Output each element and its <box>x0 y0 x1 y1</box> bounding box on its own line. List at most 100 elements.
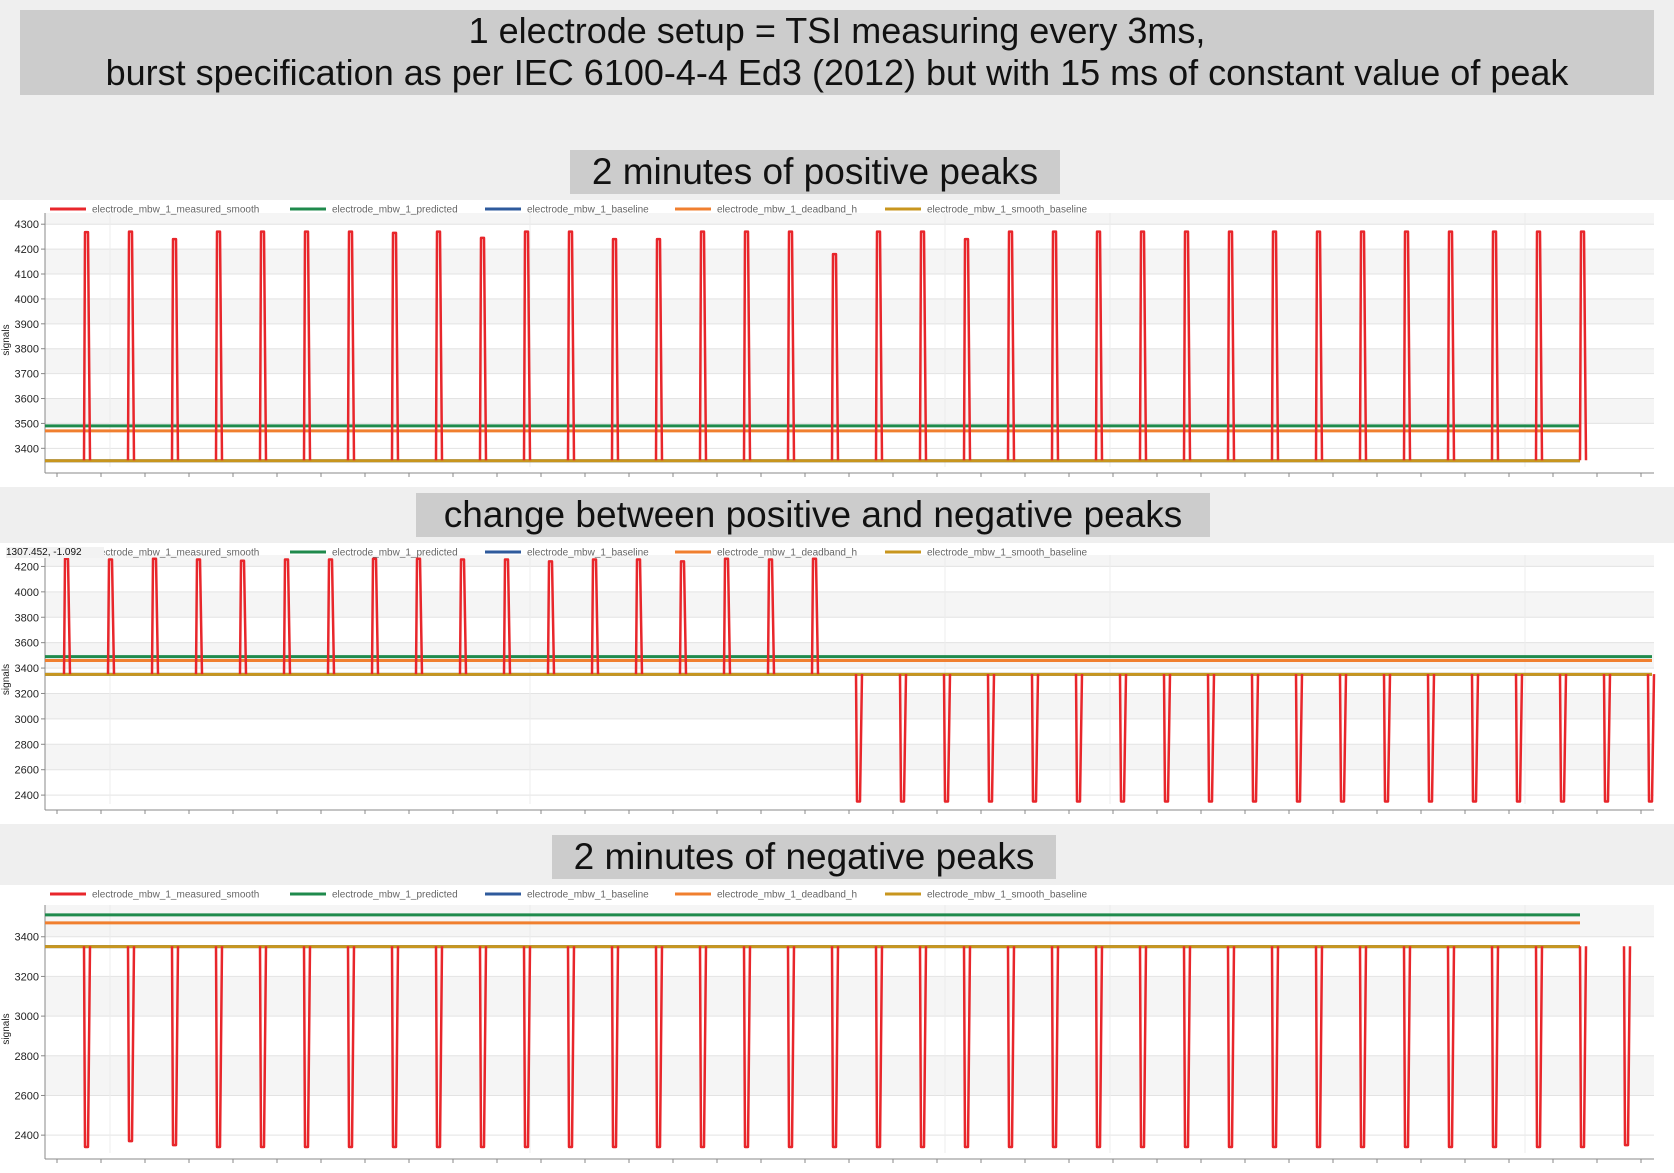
data-peak <box>1514 674 1524 803</box>
data-peak <box>918 230 928 461</box>
data-peak <box>370 557 380 675</box>
plot-band <box>45 398 1654 424</box>
y-tick-label: 3200 <box>15 688 39 700</box>
plot-band <box>45 976 1654 1017</box>
data-peak <box>654 237 664 461</box>
panel-title-negative: 2 minutes of negative peaks <box>552 835 1056 879</box>
main-title-line-1: 1 electrode setup = TSI measuring every … <box>468 10 1206 51</box>
data-peak <box>1490 230 1500 461</box>
y-tick-label: 3800 <box>15 612 39 624</box>
data-peak <box>918 946 928 1149</box>
data-peak <box>786 946 796 1149</box>
y-tick-label: 4300 <box>15 219 39 231</box>
plot-band <box>45 298 1654 324</box>
data-peak <box>678 560 688 675</box>
data-peak <box>126 230 136 461</box>
peaks-series <box>82 230 1588 461</box>
data-peak <box>522 946 532 1149</box>
data-peak <box>742 230 752 461</box>
y-tick-label: 3500 <box>15 418 39 430</box>
y-tick-label: 2400 <box>15 1130 39 1142</box>
legend-label-measured_smooth: electrode_mbw_1_measured_smooth <box>92 205 259 216</box>
data-peak <box>1446 230 1456 461</box>
data-peak <box>1578 946 1588 1149</box>
y-tick-label: 3600 <box>15 394 39 406</box>
data-peak <box>742 946 752 1149</box>
data-peak <box>722 557 732 675</box>
plot-band <box>45 348 1654 374</box>
data-peak <box>1358 230 1368 461</box>
data-peak <box>346 946 356 1149</box>
data-peak <box>610 237 620 461</box>
chart-positive-peaks[interactable]: 3400 3500 3600 3700 3800 3900 4000 4100 4200 4300… <box>0 200 1674 487</box>
data-peak <box>390 946 400 1149</box>
data-peak <box>170 946 180 1147</box>
data-peak <box>62 557 72 675</box>
data-peak <box>258 230 268 461</box>
data-peak <box>1602 674 1612 803</box>
y-axis-label: signals <box>1 664 12 695</box>
data-peak <box>214 946 224 1149</box>
data-peak <box>654 946 664 1149</box>
data-peak <box>1426 674 1436 803</box>
data-peak <box>326 558 336 675</box>
data-peak <box>414 557 424 675</box>
legend-label-smooth_baseline: electrode_mbw_1_smooth_baseline <box>927 205 1088 216</box>
y-tick-label: 3000 <box>15 714 39 726</box>
peaks-series <box>62 557 1656 803</box>
data-peak <box>634 558 644 675</box>
data-peak <box>590 558 600 675</box>
legend-label-deadband_h: electrode_mbw_1_deadband_h <box>717 890 857 901</box>
plot-bands <box>45 555 1654 770</box>
legend-label-predicted: electrode_mbw_1_predicted <box>332 890 458 901</box>
data-peak <box>258 946 268 1149</box>
data-peak <box>1250 674 1260 803</box>
legend-label-smooth_baseline: electrode_mbw_1_smooth_baseline <box>927 548 1088 559</box>
y-tick-label: 4000 <box>15 587 39 599</box>
data-peak <box>302 230 312 461</box>
chart-svg-change[interactable]: 2400 2600 2800 3000 3200 3400 3600 3800 4000 4200… <box>0 543 1674 824</box>
chart-svg-positive[interactable]: 3400 3500 3600 3700 3800 3900 4000 4100 4200 4300… <box>0 200 1674 487</box>
data-peak <box>1138 230 1148 461</box>
data-peak <box>830 252 840 461</box>
data-peak <box>698 230 708 461</box>
data-peak <box>810 557 820 675</box>
data-peak <box>1534 230 1544 461</box>
chart-negative-peaks[interactable]: 2400 2600 2800 3000 3200 3400 signals electrode… <box>0 885 1674 1173</box>
data-peak <box>458 558 468 675</box>
data-peak <box>698 946 708 1149</box>
legend-label-baseline: electrode_mbw_1_baseline <box>527 890 649 901</box>
data-peak <box>786 230 796 461</box>
data-peak <box>390 231 400 461</box>
legend: electrode_mbw_1_measured_smooth electrode… <box>50 548 1088 559</box>
y-tick-label: 3400 <box>15 443 39 455</box>
data-peak <box>1446 946 1456 1149</box>
data-peak <box>1534 946 1544 1149</box>
y-tick-label: 3400 <box>15 663 39 675</box>
data-peak <box>1402 946 1412 1149</box>
data-peak <box>1050 230 1060 461</box>
data-peak <box>1578 230 1588 461</box>
data-peak <box>566 230 576 461</box>
data-peak <box>434 230 444 461</box>
data-peak <box>874 946 884 1149</box>
legend-label-measured_smooth: electrode_mbw_1_measured_smooth <box>92 890 259 901</box>
data-peak <box>1402 230 1412 461</box>
chart-change-peaks[interactable]: 2400 2600 2800 3000 3200 3400 3600 3800 4000 4200… <box>0 543 1674 824</box>
data-peak <box>478 236 488 461</box>
chart-svg-negative[interactable]: 2400 2600 2800 3000 3200 3400 signals electrode… <box>0 885 1674 1173</box>
legend-label-deadband_h: electrode_mbw_1_deadband_h <box>717 548 857 559</box>
data-peak <box>150 557 160 675</box>
data-peak <box>194 558 204 675</box>
y-tick-label: 3800 <box>15 344 39 356</box>
data-peak <box>1226 230 1236 461</box>
panel-title-change: change between positive and negative pea… <box>416 493 1210 537</box>
data-peak <box>1338 674 1348 803</box>
data-peak <box>874 230 884 461</box>
data-peak <box>1646 674 1656 803</box>
y-tick-label: 4100 <box>15 269 39 281</box>
y-tick-label: 2600 <box>15 1090 39 1102</box>
data-peak <box>1470 674 1480 803</box>
data-peak <box>1006 230 1016 461</box>
data-peak <box>1622 946 1632 1147</box>
